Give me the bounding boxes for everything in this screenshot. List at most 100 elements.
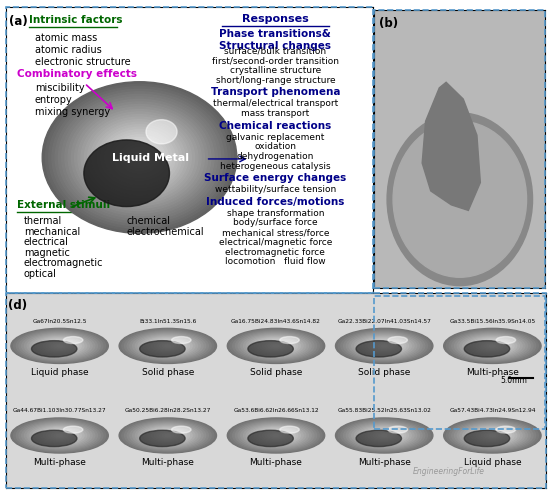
Text: crystalline structure: crystalline structure: [230, 66, 321, 75]
Circle shape: [41, 339, 78, 352]
Circle shape: [363, 338, 406, 353]
Circle shape: [444, 418, 541, 453]
Circle shape: [135, 334, 200, 357]
Circle shape: [341, 420, 427, 451]
Circle shape: [160, 432, 176, 438]
Polygon shape: [388, 342, 525, 402]
Circle shape: [471, 338, 514, 353]
Circle shape: [155, 430, 182, 440]
Circle shape: [14, 419, 105, 452]
Circle shape: [54, 344, 65, 348]
Circle shape: [43, 82, 237, 233]
Text: Responses: Responses: [242, 14, 309, 24]
Circle shape: [57, 434, 62, 436]
Circle shape: [138, 425, 198, 446]
Circle shape: [157, 431, 179, 439]
Circle shape: [476, 340, 508, 352]
Circle shape: [487, 433, 498, 437]
Circle shape: [155, 341, 182, 351]
Circle shape: [130, 332, 206, 359]
Circle shape: [46, 430, 73, 440]
Circle shape: [471, 428, 514, 443]
Text: electromagnetic force: electromagnetic force: [225, 247, 325, 256]
Circle shape: [49, 342, 71, 350]
Circle shape: [235, 331, 317, 360]
Circle shape: [128, 331, 209, 360]
Circle shape: [130, 422, 206, 449]
Circle shape: [381, 345, 387, 347]
Text: Multi-phase: Multi-phase: [358, 458, 411, 467]
Text: Bi33.1In51.3Sn15.6: Bi33.1In51.3Sn15.6: [139, 318, 197, 323]
Circle shape: [341, 330, 427, 361]
Circle shape: [263, 430, 289, 440]
Circle shape: [254, 428, 298, 443]
Text: chemical: chemical: [126, 216, 171, 226]
Circle shape: [487, 344, 498, 348]
Circle shape: [31, 430, 77, 447]
Circle shape: [114, 138, 166, 177]
Circle shape: [146, 338, 189, 353]
Circle shape: [141, 336, 195, 355]
Circle shape: [54, 433, 65, 437]
Text: first/second-order transition: first/second-order transition: [212, 57, 339, 66]
Text: Ga33.5Bi15.56In35.9Sn14.05: Ga33.5Bi15.56In35.9Sn14.05: [449, 318, 535, 323]
Text: EngineeringForLife: EngineeringForLife: [413, 467, 485, 476]
Circle shape: [230, 419, 322, 452]
Circle shape: [343, 421, 425, 450]
Circle shape: [162, 433, 173, 437]
Circle shape: [172, 426, 191, 433]
Circle shape: [51, 343, 68, 349]
Polygon shape: [422, 82, 480, 211]
Circle shape: [38, 428, 81, 443]
Text: (a): (a): [9, 14, 28, 28]
Circle shape: [349, 423, 420, 448]
Circle shape: [280, 337, 299, 344]
Circle shape: [146, 428, 189, 443]
Text: Combinatory effects: Combinatory effects: [17, 69, 136, 79]
Text: Phase transitions&
Structural changes: Phase transitions& Structural changes: [219, 29, 331, 51]
Circle shape: [252, 427, 300, 444]
Circle shape: [63, 337, 83, 344]
Circle shape: [481, 342, 503, 350]
Circle shape: [371, 430, 397, 440]
Circle shape: [447, 419, 538, 452]
Circle shape: [19, 421, 100, 450]
Text: Ga22.33Bi22.07In41.03Sn14.57: Ga22.33Bi22.07In41.03Sn14.57: [337, 318, 431, 323]
Circle shape: [490, 345, 495, 347]
Text: mechanical: mechanical: [24, 227, 80, 237]
Circle shape: [14, 329, 105, 362]
Circle shape: [144, 337, 192, 354]
Circle shape: [346, 332, 422, 359]
Text: Multi-phase: Multi-phase: [141, 458, 194, 467]
Circle shape: [104, 130, 175, 185]
Text: Solid phase: Solid phase: [142, 368, 194, 377]
Text: electrical/magnetic force: electrical/magnetic force: [219, 238, 332, 247]
Circle shape: [22, 422, 98, 449]
Circle shape: [94, 122, 185, 193]
Circle shape: [354, 425, 414, 446]
Circle shape: [152, 429, 184, 441]
Text: Multi-phase: Multi-phase: [33, 458, 86, 467]
Circle shape: [141, 426, 195, 445]
Circle shape: [52, 89, 227, 226]
Text: surface/bulk transition: surface/bulk transition: [224, 47, 326, 56]
Circle shape: [270, 433, 282, 437]
Circle shape: [465, 336, 519, 355]
Circle shape: [122, 419, 214, 452]
Circle shape: [238, 422, 314, 449]
Circle shape: [246, 425, 306, 446]
Circle shape: [371, 341, 397, 351]
Circle shape: [479, 430, 506, 440]
Circle shape: [246, 335, 306, 356]
Circle shape: [62, 97, 217, 218]
Circle shape: [136, 155, 143, 160]
Circle shape: [51, 432, 68, 438]
Circle shape: [260, 340, 292, 352]
Text: Ga67In20.5Sn12.5: Ga67In20.5Sn12.5: [33, 318, 87, 323]
Circle shape: [149, 339, 187, 352]
Circle shape: [38, 338, 81, 353]
Circle shape: [241, 423, 311, 448]
Circle shape: [474, 429, 511, 442]
Text: galvanic replacement: galvanic replacement: [226, 133, 325, 141]
Circle shape: [376, 343, 392, 349]
